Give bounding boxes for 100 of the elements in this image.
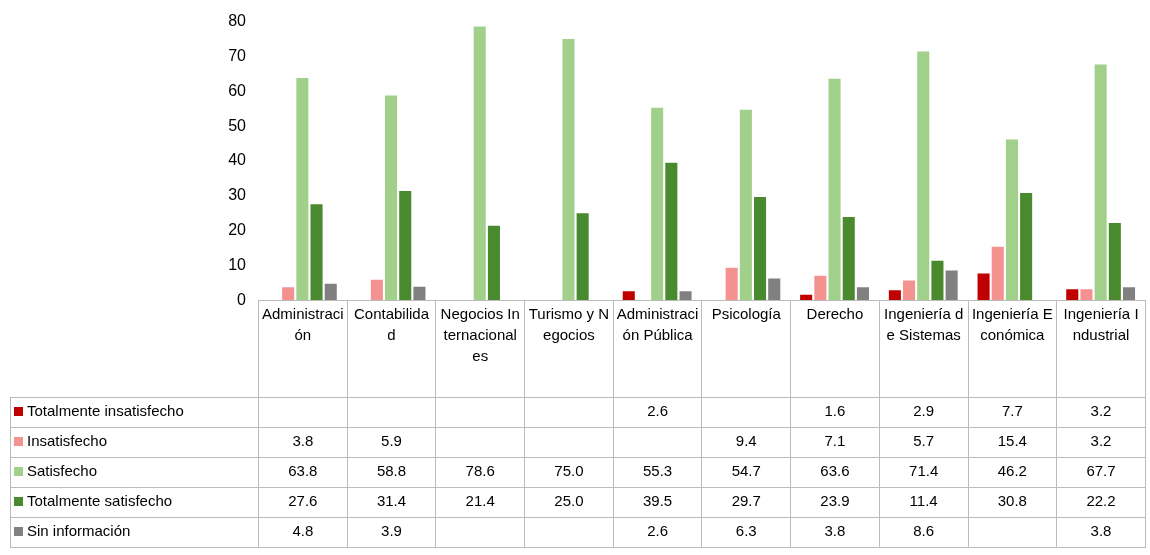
data-label: 25.0 [524, 487, 614, 518]
legend-label: Totalmente satisfecho [10, 487, 259, 518]
x-tick-label: Ingeniería Económica [968, 300, 1057, 398]
legend-label: Insatisfecho [10, 427, 259, 458]
legend-label: Satisfecho [10, 457, 259, 488]
data-label: 23.9 [790, 487, 880, 518]
data-label: 3.2 [1056, 427, 1146, 458]
bar [324, 283, 337, 301]
x-tick-label: Turismo y Negocios [524, 300, 614, 398]
bar [1123, 287, 1136, 301]
data-label: 22.2 [1056, 487, 1146, 518]
bar [800, 294, 813, 301]
bar [931, 260, 944, 301]
bar [1094, 64, 1107, 301]
data-label: 2.6 [613, 397, 702, 428]
bar [310, 204, 323, 301]
data-label: 7.1 [790, 427, 880, 458]
bar [917, 51, 930, 301]
bar [385, 95, 398, 301]
data-label: 3.8 [258, 427, 348, 458]
data-label: 5.7 [879, 427, 968, 458]
bar [576, 213, 589, 301]
bar [296, 78, 309, 301]
bar [679, 291, 692, 301]
bar [991, 246, 1004, 301]
bar [842, 217, 855, 301]
x-tick-label: Administración Pública [613, 300, 702, 398]
data-label: 7.7 [968, 397, 1057, 428]
data-label: 78.6 [435, 457, 525, 488]
x-tick-label: Ingeniería Industrial [1056, 300, 1146, 398]
data-label: 71.4 [879, 457, 968, 488]
y-tick-label: 20 [228, 221, 247, 239]
y-tick-label: 60 [228, 81, 247, 99]
data-label: 5.9 [347, 427, 436, 458]
data-label: 67.7 [1056, 457, 1146, 488]
data-label: 3.8 [1056, 517, 1146, 548]
bar [399, 190, 412, 301]
x-tick-label: Ingeniería de Sistemas [879, 300, 968, 398]
bar [739, 109, 752, 301]
bar [725, 267, 738, 301]
legend-label: Sin información [10, 517, 259, 548]
bar [473, 26, 486, 301]
bar [888, 290, 901, 301]
bar [754, 196, 767, 301]
x-tick-label: Contabilidad [347, 300, 436, 398]
bar [487, 225, 500, 301]
data-label: 3.9 [347, 517, 436, 548]
bar [1066, 289, 1079, 301]
data-label: 11.4 [879, 487, 968, 518]
bar [413, 286, 426, 301]
data-label: 21.4 [435, 487, 525, 518]
x-tick-label: Administración [258, 300, 348, 398]
data-label: 27.6 [258, 487, 348, 518]
data-label: 6.3 [701, 517, 791, 548]
data-label: 75.0 [524, 457, 614, 488]
data-label: 54.7 [701, 457, 791, 488]
bar [814, 275, 827, 301]
bar [768, 278, 781, 301]
data-label: 30.8 [968, 487, 1057, 518]
data-label: 58.8 [347, 457, 436, 488]
bar [1108, 223, 1121, 301]
bar [665, 162, 678, 301]
y-tick-label: 40 [228, 151, 247, 169]
data-label: 3.2 [1056, 397, 1146, 428]
x-tick-label: Derecho [790, 300, 880, 398]
y-tick-label: 50 [228, 116, 247, 134]
y-tick-label: 30 [228, 186, 247, 204]
data-label: 15.4 [968, 427, 1057, 458]
data-label: 3.8 [790, 517, 880, 548]
bar [1020, 193, 1033, 301]
bar [1080, 289, 1093, 301]
y-tick-label: 0 [237, 290, 247, 308]
bar [562, 39, 575, 301]
bar [828, 78, 841, 301]
x-tick-label: Psicología [701, 300, 791, 398]
data-label: 63.6 [790, 457, 880, 488]
data-label: 31.4 [347, 487, 436, 518]
data-label: 9.4 [701, 427, 791, 458]
x-tick-label: Negocios Internacionales [435, 300, 525, 398]
data-label: 39.5 [613, 487, 702, 518]
data-label: 8.6 [879, 517, 968, 548]
y-tick-label: 70 [228, 46, 247, 64]
data-label: 4.8 [258, 517, 348, 548]
bar [282, 287, 295, 301]
bar [903, 280, 916, 301]
bar [945, 270, 958, 301]
legend-label: Totalmente insatisfecho [10, 397, 259, 428]
y-tick-label: 10 [228, 255, 247, 273]
bar [1005, 139, 1018, 301]
data-label: 2.6 [613, 517, 702, 548]
data-label: 55.3 [613, 457, 702, 488]
data-label: 63.8 [258, 457, 348, 488]
data-label: 29.7 [701, 487, 791, 518]
bar [622, 291, 635, 301]
data-label: 2.9 [879, 397, 968, 428]
bar [856, 287, 869, 301]
bar [977, 273, 990, 301]
data-label: 46.2 [968, 457, 1057, 488]
bar [651, 107, 664, 301]
bar [370, 279, 383, 301]
